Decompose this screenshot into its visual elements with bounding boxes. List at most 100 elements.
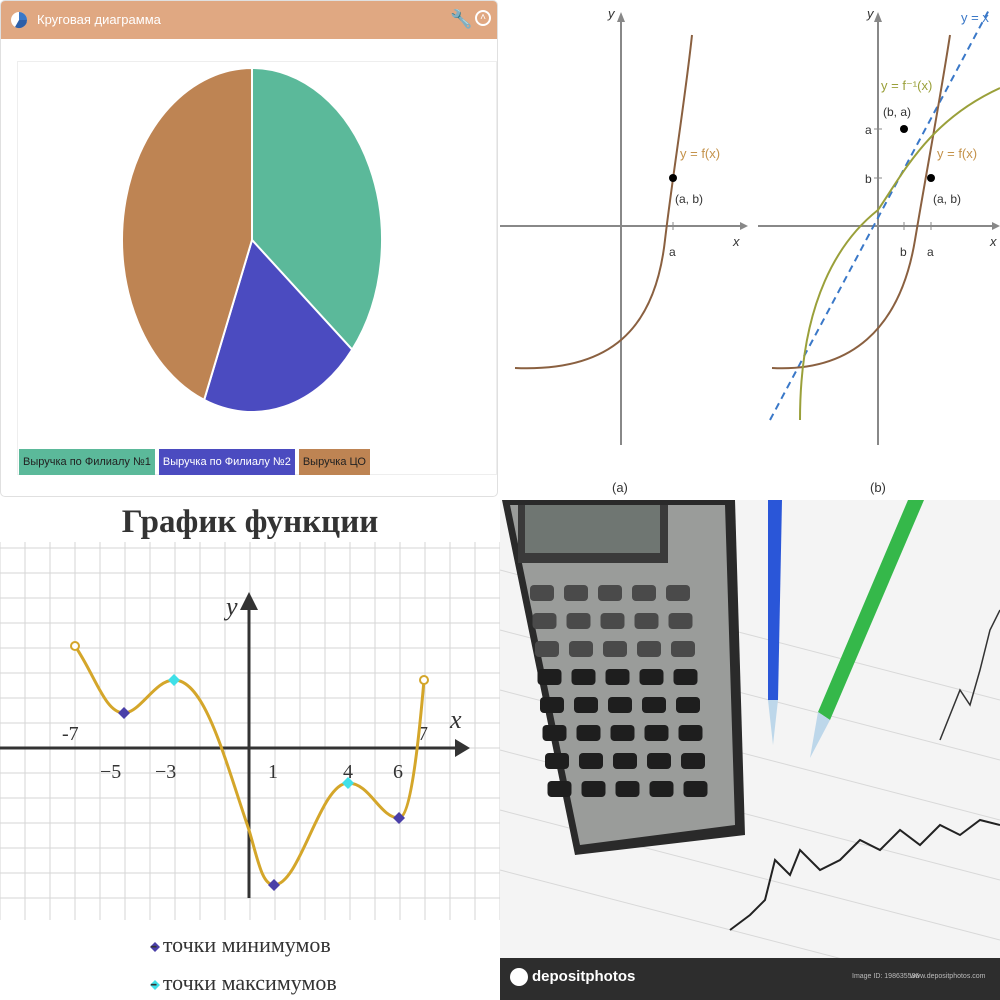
depositphotos-logo-icon bbox=[510, 968, 528, 986]
maximum-point bbox=[342, 777, 354, 789]
calculator-key bbox=[547, 781, 572, 797]
minimum-point bbox=[118, 707, 130, 719]
function-graph-panel: График функции y x -7 −5 −3 1 4 6 7 - то… bbox=[0, 500, 500, 1000]
depositphotos-logo: depositphotos bbox=[532, 968, 636, 985]
calculator-key bbox=[639, 669, 664, 685]
calculator-key bbox=[576, 725, 601, 741]
legend-min-label: - точки минимумов bbox=[150, 932, 331, 957]
calculator-key bbox=[535, 641, 559, 657]
calculator-key bbox=[683, 781, 708, 797]
calculator-key bbox=[579, 753, 603, 769]
tick-label-neg5: −5 bbox=[100, 761, 121, 783]
calculator-key bbox=[644, 725, 669, 741]
calculator-key bbox=[608, 697, 632, 713]
calculator-key bbox=[542, 725, 567, 741]
calculator-key bbox=[676, 697, 700, 713]
calculator bbox=[502, 500, 745, 855]
calculator-key bbox=[532, 613, 557, 629]
calculator-key bbox=[545, 753, 569, 769]
calculator-key bbox=[571, 669, 596, 685]
pie-slice-2[interactable] bbox=[202, 238, 354, 413]
wrench-icon[interactable]: 🔧 bbox=[450, 9, 473, 29]
panel-a: y x y = f(x) (a, b) a (a) bbox=[500, 6, 748, 495]
image-id: Image ID: 198635536 bbox=[852, 973, 920, 980]
point-label-a: (a, b) bbox=[675, 192, 703, 206]
tick-label-neg3: −3 bbox=[155, 761, 176, 783]
calculator-key bbox=[637, 641, 661, 657]
calculator-key bbox=[642, 697, 666, 713]
calculator-key bbox=[605, 669, 630, 685]
inverse-label-b: y = f⁻¹(x) bbox=[881, 78, 932, 93]
caption-a: (a) bbox=[612, 480, 628, 495]
axis-y-label: y bbox=[223, 592, 238, 621]
blue-pencil bbox=[768, 500, 782, 745]
calculator-key bbox=[632, 585, 656, 601]
inverse-function-figure: y x y = f(x) (a, b) a (a) y x y = x y = bbox=[500, 0, 1000, 500]
tick-label-1: 1 bbox=[268, 761, 278, 783]
min-legend-marker bbox=[150, 942, 160, 952]
x-tick-b-b: b bbox=[900, 245, 907, 259]
calculator-key bbox=[564, 585, 588, 601]
calculator-key bbox=[666, 585, 690, 601]
function-graph: y x -7 −5 −3 1 4 6 7 bbox=[0, 542, 500, 990]
legend-item-branch-2[interactable]: Выручка по Филиалу №2 bbox=[158, 449, 295, 475]
calculator-pencils-photo bbox=[500, 500, 1000, 1000]
max-legend-marker bbox=[150, 980, 160, 990]
collapse-icon[interactable]: ˄ bbox=[475, 10, 491, 26]
legend-item-head-office[interactable]: Выручка ЦО bbox=[298, 449, 370, 475]
calculator-key bbox=[540, 697, 564, 713]
calculator-key bbox=[649, 781, 674, 797]
caption-b: (b) bbox=[870, 480, 886, 495]
calculator-key bbox=[615, 781, 640, 797]
x-tick-a-b: a bbox=[927, 245, 934, 259]
y-tick-b-b: b bbox=[865, 172, 872, 186]
calculator-key bbox=[681, 753, 705, 769]
tick-label-7: 7 bbox=[418, 723, 428, 745]
watermark-bar: depositphotos Image ID: 198635536 www.de… bbox=[500, 958, 1000, 1000]
curve-label-b: y = f(x) bbox=[937, 146, 977, 161]
point-ba-label: (b, a) bbox=[883, 105, 911, 119]
point-ab-label: (a, b) bbox=[933, 192, 961, 206]
axis-y-label-a: y bbox=[607, 6, 616, 21]
chart-area bbox=[17, 61, 497, 475]
maximum-point bbox=[168, 674, 180, 686]
line-label-b: y = x bbox=[961, 10, 989, 25]
panel-b: y x y = x y = f⁻¹(x) y = f(x) (b, a) (a,… bbox=[758, 6, 1000, 495]
legend-max-label: - точки максимумов bbox=[150, 970, 337, 995]
calculator-key bbox=[569, 641, 593, 657]
chart-legend: Выручка по Филиалу №1 Выручка по Филиалу… bbox=[19, 449, 370, 475]
green-pencil bbox=[810, 500, 924, 758]
y-tick-a-b: a bbox=[865, 123, 872, 137]
x-tick-a: a bbox=[669, 245, 676, 259]
calculator-key bbox=[610, 725, 635, 741]
widget-title: Круговая диаграмма bbox=[37, 12, 161, 27]
image-url: www.depositphotos.com bbox=[910, 973, 986, 980]
axis-x-label: x bbox=[449, 705, 462, 734]
pie-slice-1[interactable] bbox=[251, 66, 384, 352]
calculator-key bbox=[600, 613, 625, 629]
curve-label-a: y = f(x) bbox=[680, 146, 720, 161]
pie-chart-icon bbox=[11, 12, 28, 29]
calculator-key bbox=[574, 697, 598, 713]
calculator-key bbox=[566, 613, 591, 629]
legend-item-branch-1[interactable]: Выручка по Филиалу №1 bbox=[19, 449, 155, 475]
minimum-point bbox=[268, 879, 280, 891]
function-graph-title: График функции bbox=[121, 504, 379, 540]
calculator-key bbox=[581, 781, 606, 797]
calculator-key bbox=[673, 669, 698, 685]
calculator-key bbox=[598, 585, 622, 601]
pie-chart bbox=[120, 66, 384, 413]
calculator-key bbox=[668, 613, 693, 629]
tick-label-neg7: -7 bbox=[62, 723, 79, 745]
axis-y-label-b: y bbox=[866, 6, 875, 21]
calculator-key bbox=[530, 585, 554, 601]
pie-chart-panel: Круговая диаграмма 🔧 ˄ Выручка по Филиал… bbox=[0, 0, 500, 500]
pie-slice-3[interactable] bbox=[120, 66, 253, 402]
calculator-key bbox=[647, 753, 671, 769]
calculator-key bbox=[634, 613, 659, 629]
tick-label-6: 6 bbox=[393, 761, 403, 783]
inverse-function-diagram: y x y = f(x) (a, b) a (a) y x y = x y = bbox=[500, 6, 1000, 495]
calculator-key bbox=[613, 753, 637, 769]
minimum-point bbox=[393, 812, 405, 824]
axis-x-label-b: x bbox=[989, 234, 997, 249]
